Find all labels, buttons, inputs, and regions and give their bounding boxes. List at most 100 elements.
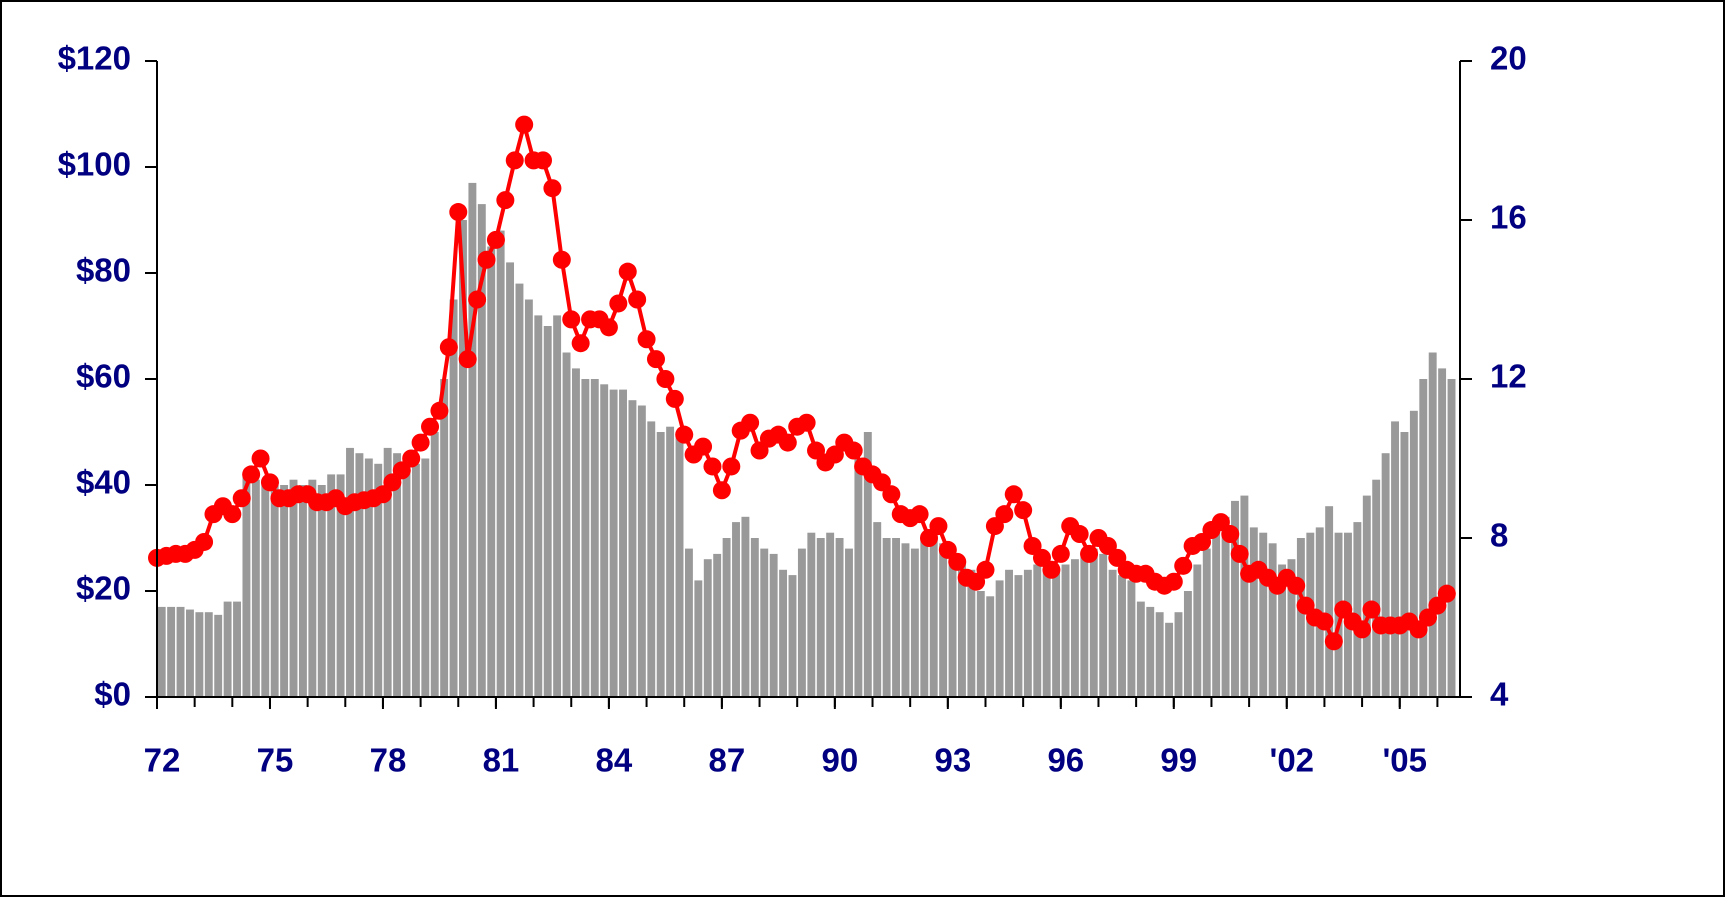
marker	[430, 401, 449, 420]
y-tick-label: $0	[94, 676, 131, 713]
x-tick-label: 99	[1160, 742, 1197, 779]
marker	[1362, 600, 1381, 619]
bar	[1287, 559, 1296, 697]
bar	[703, 559, 712, 697]
bar	[1372, 479, 1381, 697]
bar	[440, 379, 449, 697]
bar	[1080, 553, 1089, 697]
bar	[675, 432, 684, 697]
bar	[920, 538, 929, 697]
marker	[722, 457, 741, 476]
bar	[722, 538, 731, 697]
y2-tick-label: 12	[1490, 358, 1527, 395]
marker	[703, 457, 722, 476]
x-tick-label: 87	[709, 742, 746, 779]
marker	[778, 433, 797, 452]
marker	[948, 552, 967, 571]
marker	[411, 433, 430, 452]
bar	[1108, 569, 1117, 697]
bar	[826, 532, 835, 697]
bar	[1099, 553, 1108, 697]
bar	[157, 606, 166, 697]
marker	[439, 338, 458, 357]
marker	[223, 505, 242, 524]
y-tick-label: $40	[76, 464, 131, 501]
bar	[374, 463, 383, 697]
marker	[712, 481, 731, 500]
marker	[646, 350, 665, 369]
bar	[346, 447, 354, 697]
bar	[1249, 527, 1258, 697]
marker	[1070, 525, 1089, 544]
bar	[459, 220, 467, 697]
bar	[477, 204, 486, 697]
x-tick-label: 90	[822, 742, 859, 779]
bar	[684, 548, 693, 697]
bar	[1023, 569, 1032, 697]
marker	[1004, 485, 1023, 504]
marker	[675, 425, 694, 444]
bar	[948, 553, 957, 697]
bar	[1362, 495, 1371, 697]
bar	[741, 516, 750, 697]
marker	[1014, 501, 1033, 520]
x-tick-label: '05	[1382, 742, 1427, 779]
bar	[421, 458, 430, 697]
bar	[308, 479, 317, 697]
x-tick-label: 96	[1047, 742, 1084, 779]
bar	[1005, 569, 1013, 697]
marker	[562, 310, 581, 329]
bar	[1240, 495, 1249, 697]
marker	[599, 318, 618, 337]
bar	[910, 548, 919, 697]
bar	[1014, 575, 1023, 697]
bar	[939, 543, 948, 697]
bar	[797, 548, 806, 697]
bar	[1052, 569, 1061, 697]
bar	[976, 591, 985, 697]
bar	[628, 400, 637, 697]
bar	[637, 405, 646, 697]
axes: $0 $20 $40 $60 $80 $100 $120 4 8 12 16 20 72 75 78 81 84…	[58, 40, 1527, 779]
marker	[242, 465, 261, 484]
y-tick-label: $60	[76, 358, 131, 395]
marker	[486, 230, 505, 249]
bar	[1070, 559, 1079, 697]
bar	[223, 601, 232, 697]
x-tick-label: 78	[370, 742, 407, 779]
x-tick-label: 81	[483, 742, 520, 779]
marker	[656, 370, 675, 388]
bar	[1231, 500, 1239, 697]
bar	[242, 474, 251, 697]
bar	[647, 421, 656, 697]
bar	[506, 262, 515, 697]
bar	[1409, 410, 1418, 697]
marker	[1437, 584, 1456, 603]
bar	[958, 559, 966, 697]
marker	[637, 330, 656, 349]
bar	[732, 522, 740, 697]
bar	[1296, 538, 1305, 697]
bar	[609, 389, 618, 697]
marker	[251, 449, 270, 468]
y-tick-label: $80	[76, 252, 131, 289]
bar	[1089, 548, 1098, 697]
marker	[976, 560, 995, 579]
x-tick-label: '02	[1269, 742, 1314, 779]
bar	[402, 458, 411, 697]
bar	[694, 580, 703, 697]
marker	[618, 262, 637, 281]
bar	[581, 379, 590, 697]
marker	[1164, 572, 1183, 591]
bar	[967, 569, 976, 697]
bar	[600, 384, 609, 697]
bar	[383, 447, 392, 697]
bar	[176, 606, 185, 697]
x-tick-label: 84	[596, 742, 633, 779]
marker	[741, 413, 760, 432]
bar	[1259, 532, 1268, 697]
bar	[1061, 564, 1070, 697]
bar	[185, 609, 194, 697]
bar	[524, 299, 533, 697]
bar	[1268, 543, 1277, 697]
